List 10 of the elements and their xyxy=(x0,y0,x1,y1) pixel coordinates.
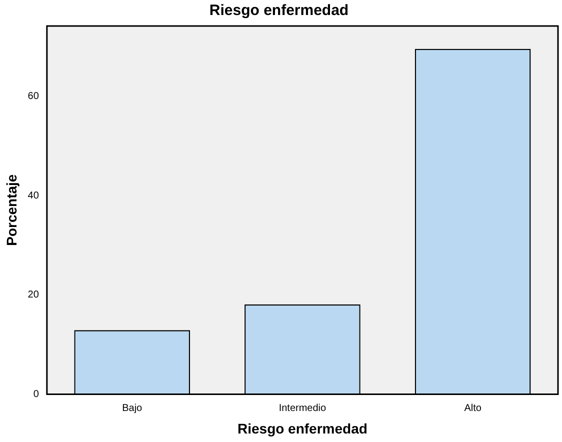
y-tick-label: 40 xyxy=(28,190,40,202)
x-tick-label: Alto xyxy=(464,402,482,414)
y-tick-label: 20 xyxy=(28,290,40,301)
chart-title: Riesgo enfermedad xyxy=(209,2,349,20)
y-tick-label: 0 xyxy=(33,388,40,400)
y-tick-label: 60 xyxy=(28,91,40,102)
x-tick-label: Intermedio xyxy=(278,402,327,414)
x-axis-title: Riesgo enfermedad xyxy=(237,420,368,436)
x-tick-label: Bajo xyxy=(122,402,143,414)
y-axis-title: Porcentaje xyxy=(3,174,20,246)
